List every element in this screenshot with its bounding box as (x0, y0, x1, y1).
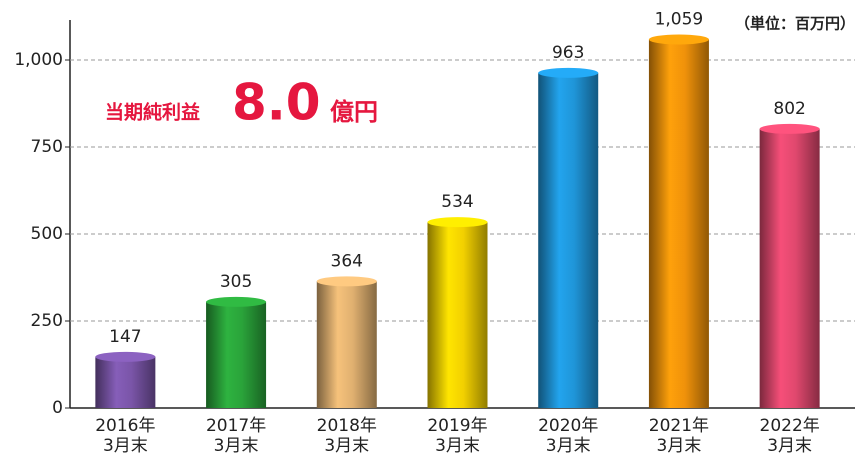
value-label: 802 (773, 99, 805, 119)
x-tick-line: 2018年 (317, 416, 377, 436)
bar-cap (427, 217, 488, 228)
x-tick-line: 2022年 (760, 416, 820, 436)
y-tick-label: 0 (52, 398, 63, 418)
bar-cap (316, 276, 377, 287)
annotation-value: 8.0 (232, 74, 321, 132)
x-tick-label: 2021年 3月末 (649, 416, 709, 455)
bar-cap (538, 67, 599, 78)
value-label: 1,059 (655, 9, 704, 29)
bar-cap (95, 351, 156, 362)
x-tick-line: 2021年 (649, 416, 709, 436)
annotation-unit: 億円 (330, 98, 378, 126)
bar (316, 281, 377, 408)
x-tick-label: 2020年 3月末 (538, 416, 598, 455)
x-tick-line: 3月末 (435, 436, 480, 455)
value-label: 305 (220, 272, 252, 292)
x-tick-line: 3月末 (214, 436, 259, 455)
bar (427, 222, 488, 408)
bar (206, 301, 267, 408)
value-label: 147 (109, 327, 141, 347)
bar (759, 128, 820, 409)
bar-cap (648, 34, 709, 45)
x-tick-line: 3月末 (657, 436, 702, 455)
value-label: 534 (441, 192, 473, 212)
y-tick-label: 750 (31, 137, 63, 157)
x-tick-line: 2016年 (95, 416, 155, 436)
x-tick-line: 3月末 (324, 436, 369, 455)
x-tick-line: 3月末 (103, 436, 148, 455)
bar (95, 356, 156, 408)
bar-cap (206, 296, 267, 307)
x-tick-label: 2016年 3月末 (95, 416, 155, 455)
x-tick-line: 3月末 (546, 436, 591, 455)
bar-cap (759, 123, 820, 134)
value-label: 963 (552, 43, 584, 63)
value-label: 364 (331, 251, 363, 271)
x-tick-label: 2022年 3月末 (760, 416, 820, 455)
unit-label: （単位：百万円） (735, 15, 855, 33)
x-tick-line: 2019年 (427, 416, 487, 436)
y-tick-label: 250 (31, 311, 63, 331)
bar (538, 72, 599, 408)
x-tick-line: 2017年 (206, 416, 266, 436)
annotation-label: 当期純利益 (105, 101, 200, 124)
bar (648, 39, 709, 409)
x-tick-label: 2019年 3月末 (427, 416, 487, 455)
y-tick-label: 500 (31, 224, 63, 244)
y-tick-label: 1,000 (14, 50, 63, 70)
x-tick-line: 2020年 (538, 416, 598, 436)
x-tick-label: 2017年 3月末 (206, 416, 266, 455)
x-tick-line: 3月末 (767, 436, 812, 455)
x-tick-label: 2018年 3月末 (317, 416, 377, 455)
